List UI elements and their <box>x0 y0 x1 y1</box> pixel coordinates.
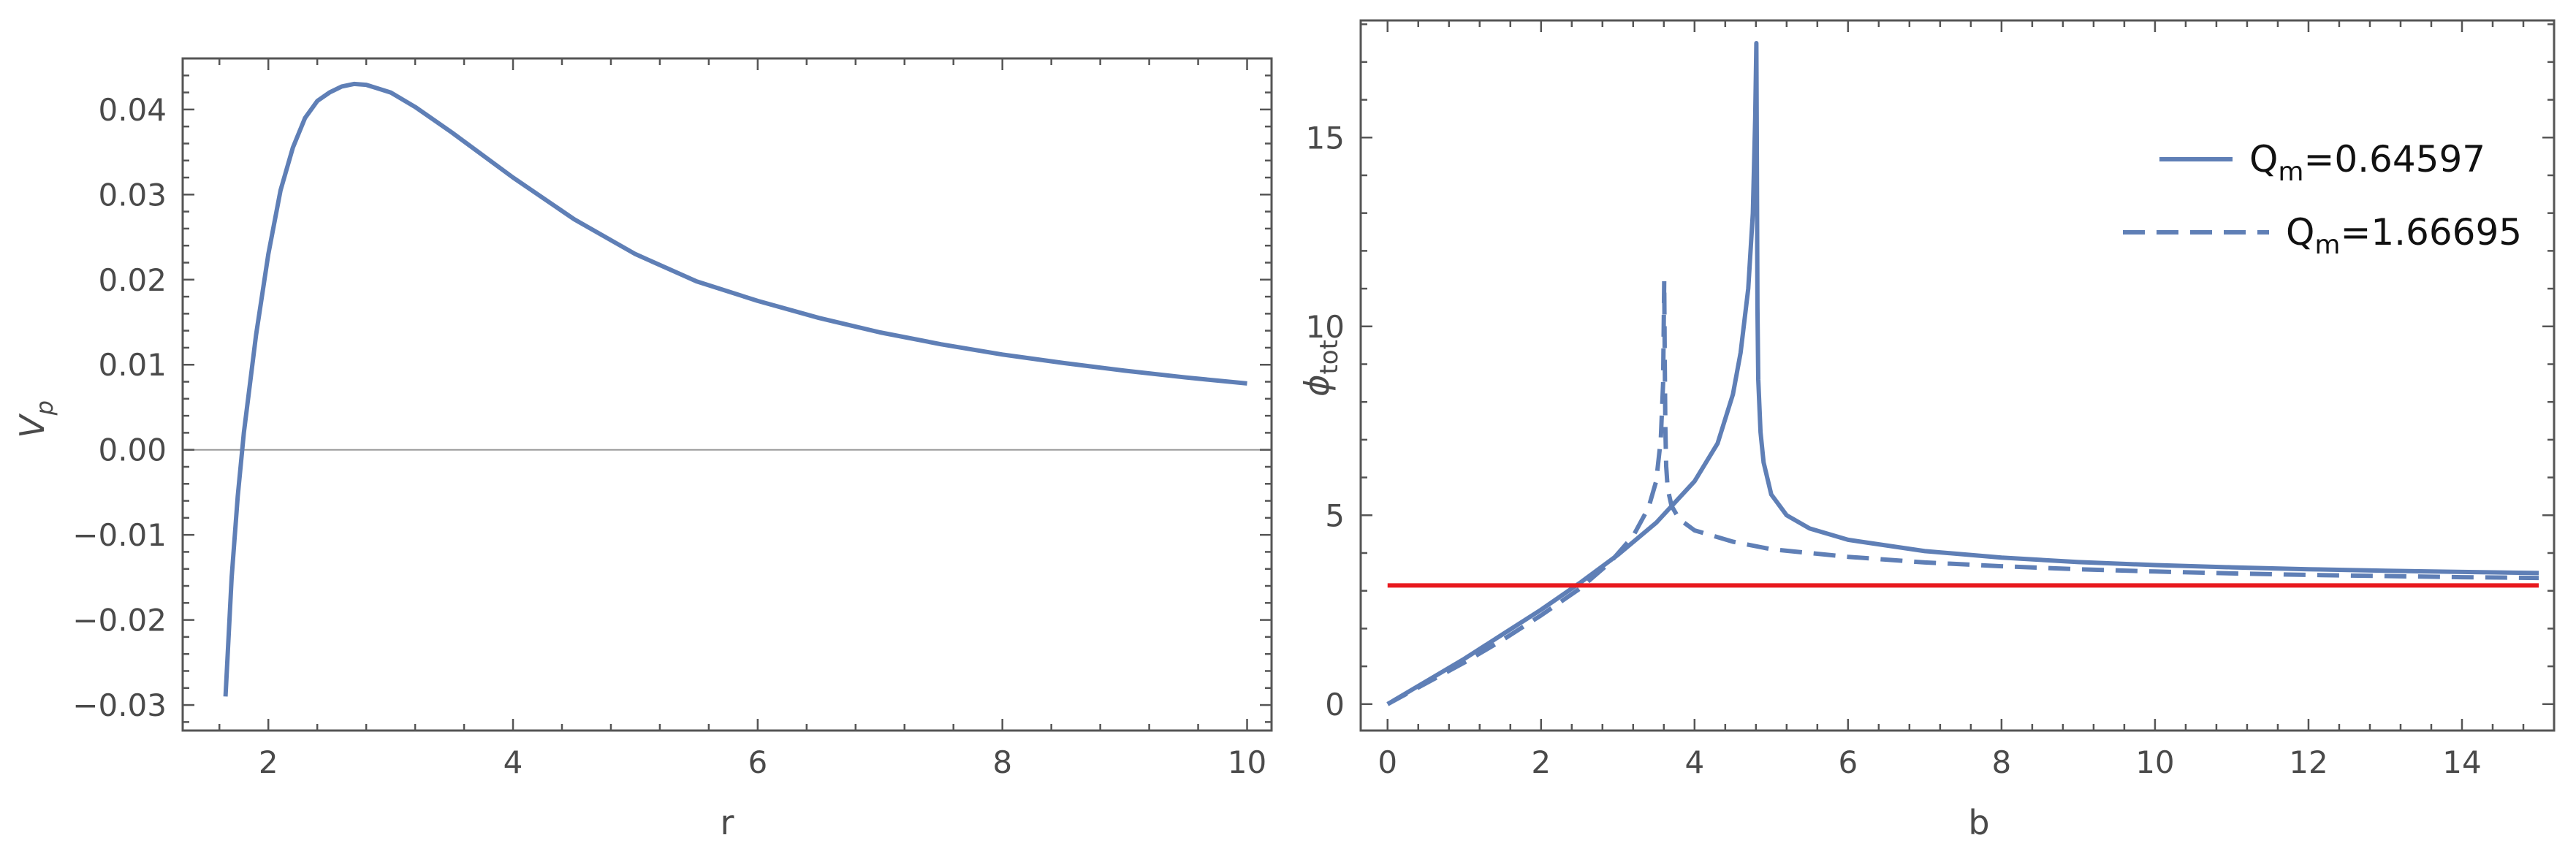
right-y-axis-label-main: ϕ <box>1297 375 1337 397</box>
right-x-tick-label: 6 <box>1838 744 1858 780</box>
left-series-solid-line <box>223 81 1247 697</box>
right-plot-frame <box>1359 19 2556 732</box>
right-x-axis-label: b <box>1968 803 1989 842</box>
right-series-group <box>1386 41 2539 706</box>
legend-label-dashed-sub: m <box>2314 230 2340 260</box>
left-y-axis-label-sub: p <box>31 400 58 416</box>
left-y-tick-label: −0.01 <box>72 517 167 553</box>
left-x-axis-label: r <box>721 803 734 842</box>
left-x-tick-label: 4 <box>504 744 523 780</box>
left-y-tick-label: 0.02 <box>98 262 167 298</box>
legend-label-dashed-value: =1.66695 <box>2340 211 2522 253</box>
right-y-tick-label: 10 <box>1306 309 1345 345</box>
right-y-tick-labels: 0 5 10 15 <box>1306 120 1345 723</box>
left-tick-marks <box>183 57 1272 731</box>
left-chart-panel: 2 4 6 8 10 −0.03 −0.02 −0.01 0.00 0.01 0.02 0.03 0.… <box>12 57 1273 842</box>
legend-label-dashed: Qm=1.66695 <box>2286 211 2522 260</box>
left-series-group <box>223 81 1247 697</box>
right-x-tick-labels: 0 2 4 6 8 10 12 14 <box>1378 744 2481 780</box>
right-y-tick-label: 0 <box>1325 687 1345 723</box>
left-plot-frame <box>181 57 1273 732</box>
right-x-tick-label: 14 <box>2442 744 2481 780</box>
left-x-tick-label: 8 <box>992 744 1012 780</box>
left-x-tick-label: 10 <box>1228 744 1266 780</box>
right-y-tick-label: 15 <box>1306 120 1345 156</box>
legend-entry-dashed: Qm=1.66695 <box>2123 211 2522 260</box>
left-y-tick-label: 0.01 <box>98 347 167 383</box>
left-x-tick-label: 6 <box>748 744 767 780</box>
left-y-tick-label: 0.03 <box>98 177 167 213</box>
legend-label-dashed-main: Q <box>2286 211 2314 253</box>
left-y-tick-label: −0.03 <box>72 687 167 723</box>
left-y-tick-label: −0.02 <box>72 603 167 638</box>
right-x-tick-label: 4 <box>1684 744 1704 780</box>
left-y-tick-label: 0.04 <box>98 92 167 128</box>
right-x-tick-label: 8 <box>1992 744 2012 780</box>
right-y-axis-label: ϕtot <box>1297 340 1344 397</box>
legend-label-solid-sub: m <box>2278 157 2303 187</box>
left-y-axis-label: Vp <box>12 400 58 438</box>
right-series-dashed-line <box>1386 278 2539 706</box>
left-y-tick-labels: −0.03 −0.02 −0.01 0.00 0.01 0.02 0.03 0.04 <box>72 92 167 723</box>
right-series-solid-line <box>1386 41 2539 706</box>
right-x-tick-label: 10 <box>2135 744 2174 780</box>
legend: Qm=0.64597 Qm=1.66695 <box>2123 138 2522 260</box>
legend-label-solid-main: Q <box>2249 138 2278 180</box>
legend-label-solid-value: =0.64597 <box>2303 138 2485 180</box>
legend-entry-solid: Qm=0.64597 <box>2159 138 2485 187</box>
right-x-tick-label: 12 <box>2289 744 2328 780</box>
left-y-axis-label-main: V <box>12 413 52 438</box>
right-y-axis-label-sub: tot <box>1315 340 1344 374</box>
right-x-tick-label: 0 <box>1378 744 1397 780</box>
left-x-tick-label: 2 <box>259 744 278 780</box>
right-tick-marks <box>1361 20 2556 731</box>
left-y-tick-label: 0.00 <box>98 432 167 468</box>
right-y-tick-label: 5 <box>1325 497 1345 533</box>
right-x-tick-label: 2 <box>1531 744 1551 780</box>
left-x-tick-labels: 2 4 6 8 10 <box>259 744 1266 780</box>
legend-label-solid: Qm=0.64597 <box>2249 138 2485 187</box>
